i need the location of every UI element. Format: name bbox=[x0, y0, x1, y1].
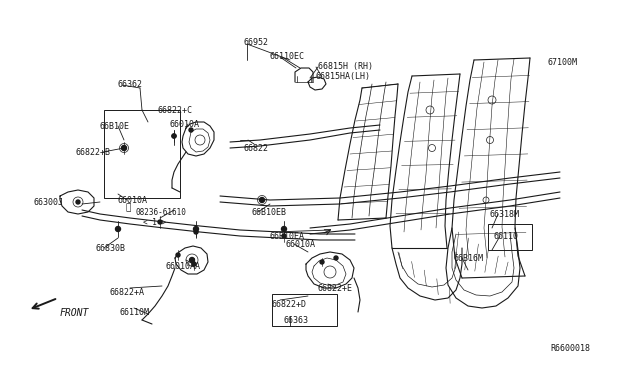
Circle shape bbox=[194, 230, 198, 234]
Circle shape bbox=[76, 200, 80, 204]
Text: Ⓢ: Ⓢ bbox=[125, 203, 131, 212]
Bar bbox=[488, 224, 532, 250]
Text: 66822+B: 66822+B bbox=[76, 148, 111, 157]
Text: FRONT: FRONT bbox=[60, 308, 90, 318]
Text: 66952: 66952 bbox=[243, 38, 268, 47]
Circle shape bbox=[176, 253, 180, 257]
Text: 66110M: 66110M bbox=[120, 308, 150, 317]
Text: 66815H (RH): 66815H (RH) bbox=[318, 62, 373, 71]
Bar bbox=[104, 110, 180, 198]
Text: < 1 >: < 1 > bbox=[143, 218, 166, 227]
Text: 66010A: 66010A bbox=[286, 240, 316, 249]
Text: 66B10E: 66B10E bbox=[100, 122, 130, 131]
Circle shape bbox=[259, 198, 264, 202]
Text: 66362: 66362 bbox=[118, 80, 143, 89]
Circle shape bbox=[172, 134, 176, 138]
Text: 66318M: 66318M bbox=[490, 210, 520, 219]
Text: 66300J: 66300J bbox=[34, 198, 64, 207]
Circle shape bbox=[122, 146, 126, 150]
Circle shape bbox=[193, 227, 198, 231]
Circle shape bbox=[334, 256, 338, 260]
Text: 66010A: 66010A bbox=[118, 196, 148, 205]
Text: 66B10EB: 66B10EB bbox=[252, 208, 287, 217]
Text: 08236-61610: 08236-61610 bbox=[136, 208, 187, 217]
Circle shape bbox=[189, 128, 193, 132]
Text: 66822+D: 66822+D bbox=[272, 300, 307, 309]
Text: 66B16M: 66B16M bbox=[454, 254, 484, 263]
Text: 66110: 66110 bbox=[494, 232, 519, 241]
Text: 66363: 66363 bbox=[284, 316, 309, 325]
Circle shape bbox=[192, 262, 196, 266]
Circle shape bbox=[158, 220, 162, 224]
Circle shape bbox=[122, 145, 127, 151]
Text: 66822+A: 66822+A bbox=[110, 288, 145, 297]
Text: 66830B: 66830B bbox=[96, 244, 126, 253]
Circle shape bbox=[320, 260, 324, 264]
Text: 67100M: 67100M bbox=[548, 58, 578, 67]
Text: 66010A: 66010A bbox=[170, 120, 200, 129]
Circle shape bbox=[189, 257, 195, 263]
Text: 66110EC: 66110EC bbox=[270, 52, 305, 61]
Text: 66815HA(LH): 66815HA(LH) bbox=[316, 72, 371, 81]
Text: 66822: 66822 bbox=[244, 144, 269, 153]
Text: 66B10EA: 66B10EA bbox=[270, 232, 305, 241]
Text: 66822+C: 66822+C bbox=[158, 106, 193, 115]
Bar bbox=[272, 294, 337, 326]
Text: R6600018: R6600018 bbox=[550, 344, 590, 353]
Text: 66822+E: 66822+E bbox=[318, 284, 353, 293]
Circle shape bbox=[282, 234, 286, 238]
Circle shape bbox=[115, 227, 120, 231]
Circle shape bbox=[172, 134, 176, 138]
Text: 66010AA: 66010AA bbox=[165, 262, 200, 271]
Circle shape bbox=[282, 227, 287, 231]
